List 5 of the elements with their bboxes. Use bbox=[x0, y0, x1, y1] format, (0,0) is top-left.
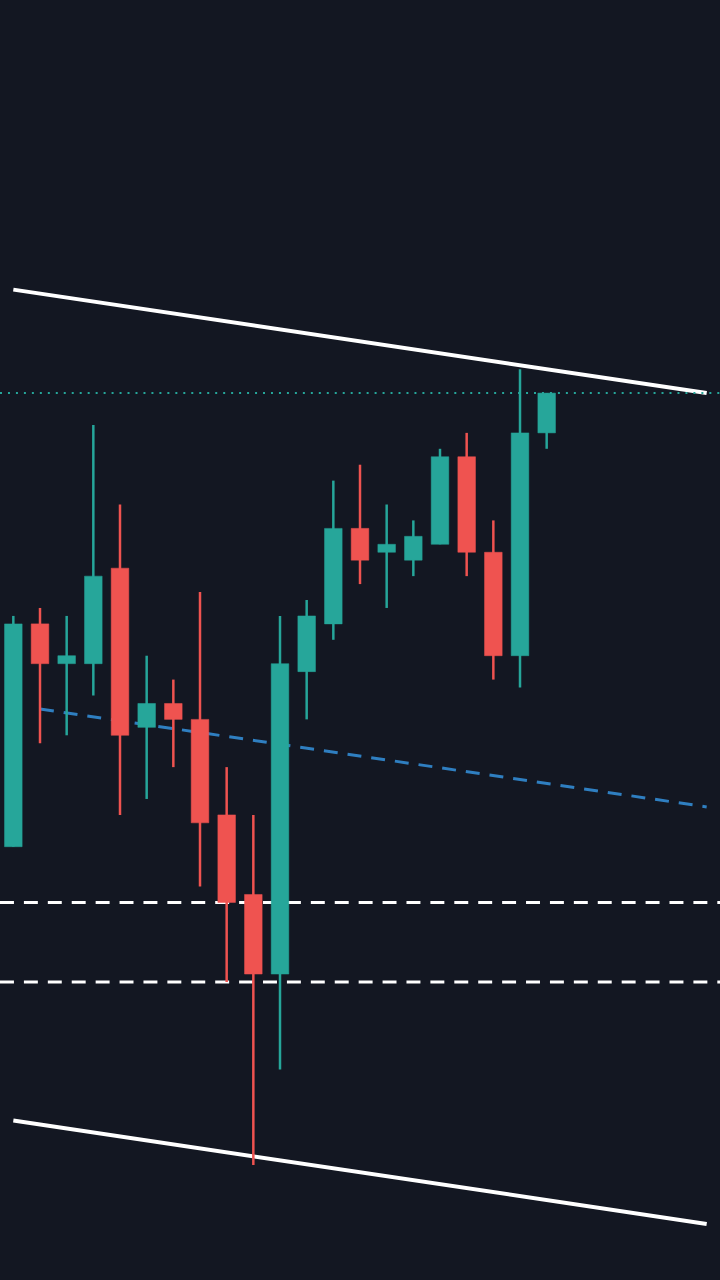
candlestick bbox=[57, 614, 76, 737]
candlestick bbox=[164, 678, 183, 769]
candlestick bbox=[377, 503, 396, 610]
candlestick bbox=[137, 654, 156, 801]
candlestick bbox=[404, 519, 423, 578]
